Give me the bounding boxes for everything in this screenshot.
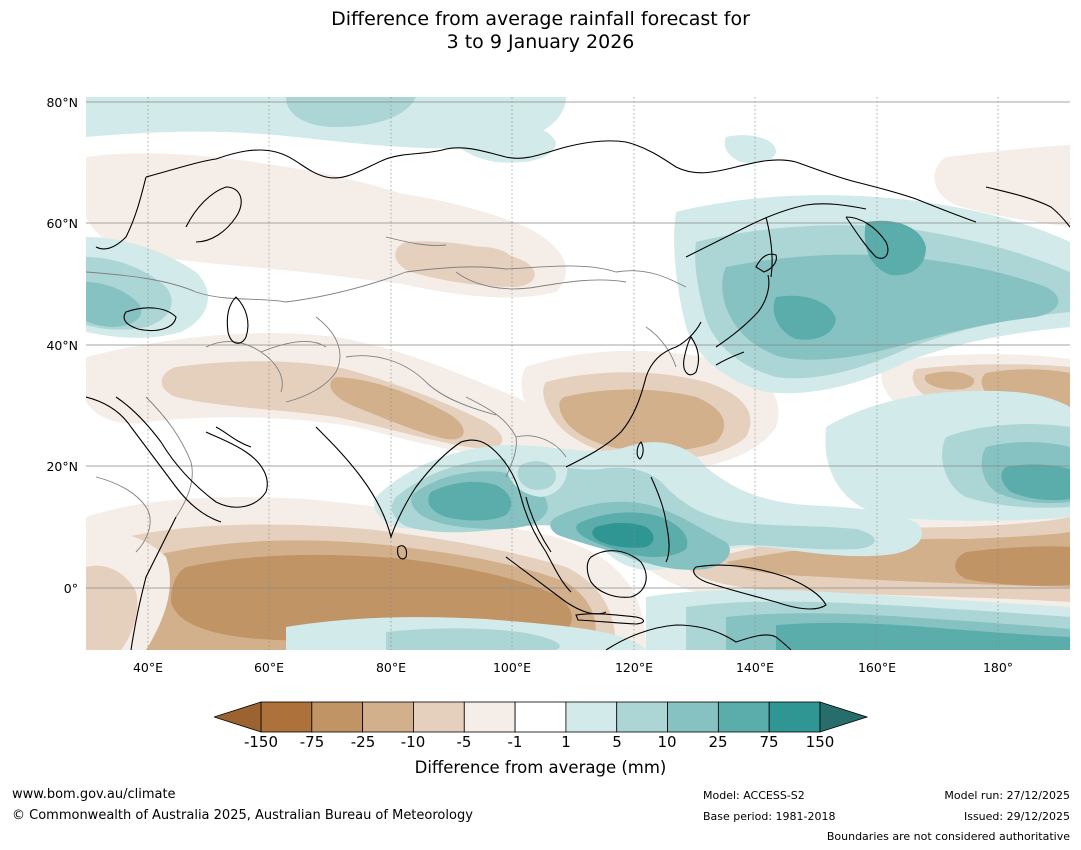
colorbar-cell bbox=[413, 701, 465, 733]
colorbar-cell bbox=[565, 701, 618, 733]
lat-label-80n: 80°N bbox=[46, 95, 78, 110]
colorbar-cell bbox=[616, 701, 668, 733]
lat-label-20n: 20°N bbox=[46, 459, 78, 474]
footer-disclaimer: Boundaries are not considered authoritat… bbox=[826, 830, 1070, 843]
lat-label-60n: 60°N bbox=[46, 216, 78, 231]
rainfall-anomaly-map bbox=[86, 97, 1070, 650]
country-borders bbox=[86, 236, 687, 553]
footer-base-period: Base period: 1981-2018 bbox=[703, 810, 836, 823]
lon-label-100e: 100°E bbox=[492, 660, 531, 675]
colorbar-cell bbox=[463, 701, 516, 733]
lon-label-40e: 40°E bbox=[132, 660, 164, 675]
colorbar-extend-high bbox=[819, 701, 868, 733]
colorbar-label-75: 75 bbox=[759, 733, 779, 751]
lon-label-80e: 80°E bbox=[375, 660, 407, 675]
footer-issued: Issued: 29/12/2025 bbox=[963, 810, 1070, 823]
lon-label-140e: 140°E bbox=[735, 660, 774, 675]
colorbar-label-25: 25 bbox=[708, 733, 728, 751]
map-title: Difference from average rainfall forecas… bbox=[0, 8, 1081, 54]
colorbar-label-minus1: -1 bbox=[507, 733, 523, 751]
colorbar-cell bbox=[717, 701, 770, 733]
footer-copyright: © Commonwealth of Australia 2025, Austra… bbox=[12, 808, 473, 823]
colorbar-extend-low bbox=[214, 701, 262, 733]
gridlines bbox=[86, 97, 1070, 650]
footer-model-run: Model run: 27/12/2025 bbox=[944, 789, 1070, 802]
lat-label-equator: 0° bbox=[63, 581, 78, 596]
footer-model: Model: ACCESS-S2 bbox=[703, 789, 805, 802]
colorbar-cell bbox=[667, 701, 719, 733]
lon-label-120e: 120°E bbox=[614, 660, 653, 675]
coastlines bbox=[86, 140, 1070, 650]
colorbar-label-minus25: -25 bbox=[350, 733, 376, 751]
lat-label-40n: 40°N bbox=[46, 338, 78, 353]
footer-url[interactable]: www.bom.gov.au/climate bbox=[12, 787, 176, 802]
colorbar-label-minus75: -75 bbox=[299, 733, 325, 751]
lon-label-160e: 160°E bbox=[857, 660, 896, 675]
colorbar-title: Difference from average (mm) bbox=[414, 758, 667, 777]
lon-label-180: 180° bbox=[982, 660, 1014, 675]
colorbar-cell bbox=[768, 701, 821, 733]
colorbar-cell bbox=[362, 701, 414, 733]
colorbar-label-minus10: -10 bbox=[400, 733, 426, 751]
colorbar-label-5: 5 bbox=[612, 733, 622, 751]
colorbar bbox=[214, 701, 868, 733]
colorbar-label-10: 10 bbox=[657, 733, 677, 751]
map-title-line2: 3 to 9 January 2026 bbox=[446, 31, 635, 53]
colorbar-label-150: 150 bbox=[805, 733, 835, 751]
colorbar-cell bbox=[260, 701, 313, 733]
wet-anomaly-layer bbox=[86, 97, 1070, 650]
colorbar-label-1: 1 bbox=[561, 733, 571, 751]
colorbar-cells bbox=[260, 701, 821, 733]
colorbar-label-minus5: -5 bbox=[456, 733, 472, 751]
lon-label-60e: 60°E bbox=[253, 660, 285, 675]
colorbar-cell bbox=[514, 701, 567, 733]
colorbar-cell bbox=[311, 701, 364, 733]
map-title-line1: Difference from average rainfall forecas… bbox=[331, 8, 750, 30]
colorbar-label-minus150: -150 bbox=[243, 733, 279, 751]
